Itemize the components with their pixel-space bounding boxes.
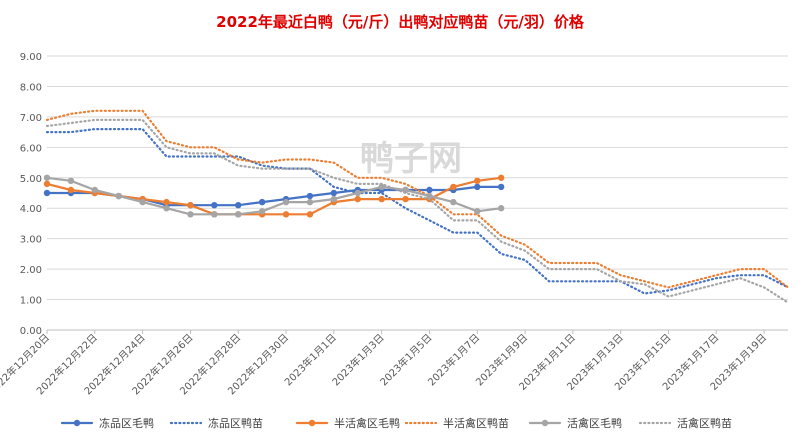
y-tick-label: 3.00 <box>20 235 42 246</box>
legend-label: 冻品区鸭苗 <box>208 416 263 430</box>
series-line-3 <box>45 109 790 289</box>
data-point <box>43 180 51 188</box>
data-point <box>330 195 338 203</box>
legend: 冻品区毛鸭 冻品区鸭苗 半活禽区毛鸭 半活禽区鸭苗 活禽区毛鸭 活禽区鸭苗 <box>60 416 732 430</box>
data-point <box>450 198 457 206</box>
chart-title: 2022年最近白鸭（元/斤）出鸭对应鸭苗（元/羽）价格 <box>216 13 585 31</box>
legend-label: 半活禽区毛鸭 <box>334 416 400 430</box>
data-point <box>163 205 170 212</box>
data-point <box>282 211 290 218</box>
series-layer <box>43 109 790 304</box>
legend-label: 活禽区毛鸭 <box>567 416 622 430</box>
data-point <box>354 189 361 197</box>
data-point <box>497 174 505 181</box>
data-point <box>163 198 170 206</box>
data-point <box>378 195 385 203</box>
y-tick-label: 9.00 <box>20 52 42 63</box>
legend-label: 活禽区鸭苗 <box>677 416 732 430</box>
data-point <box>43 174 51 181</box>
data-point <box>497 205 505 212</box>
data-point <box>426 186 433 194</box>
legend-marker <box>73 419 81 427</box>
data-point <box>115 192 122 200</box>
data-point <box>282 198 290 206</box>
series-line-1 <box>45 128 790 295</box>
series-line-5 <box>45 118 790 304</box>
data-point <box>474 183 481 191</box>
data-point <box>187 201 194 209</box>
legend-label: 半活禽区鸭苗 <box>443 416 509 430</box>
data-point <box>211 201 218 209</box>
x-axis: 2022年12月20日2022年12月22日2022年12月24日2022年12… <box>0 329 788 397</box>
series-line-4 <box>45 176 503 216</box>
data-point <box>402 195 409 203</box>
y-tick-label: 6.00 <box>20 143 42 154</box>
legend-label: 冻品区毛鸭 <box>99 416 154 430</box>
data-point <box>378 183 385 191</box>
data-point <box>306 211 314 218</box>
y-tick-label: 7.00 <box>20 113 42 124</box>
y-tick-label: 1.00 <box>20 296 42 307</box>
data-point <box>354 195 361 203</box>
data-point <box>235 201 242 209</box>
watermark-logo: 鸭子网 <box>360 139 462 179</box>
y-tick-label: 8.00 <box>20 82 42 93</box>
y-tick-label: 4.00 <box>20 204 42 215</box>
data-point <box>497 183 505 191</box>
y-tick-label: 2.00 <box>20 265 42 276</box>
data-point <box>474 208 481 215</box>
data-point <box>67 177 75 185</box>
data-point <box>426 192 433 200</box>
data-point <box>258 198 266 206</box>
y-axis: 0.00 1.00 2.00 3.00 4.00 5.00 6.00 7.00 8.00 9.00 <box>20 52 42 337</box>
data-point <box>211 211 218 218</box>
data-point <box>258 208 266 215</box>
data-point <box>91 186 99 194</box>
gridlines <box>47 55 788 331</box>
y-tick-label: 0.00 <box>20 326 42 337</box>
data-point <box>187 211 194 218</box>
data-point <box>450 183 457 191</box>
data-point <box>330 189 338 197</box>
data-point <box>43 189 51 197</box>
data-point <box>67 186 75 194</box>
data-point <box>306 192 314 200</box>
data-point <box>306 198 314 206</box>
data-point <box>235 211 242 218</box>
data-point <box>139 198 146 206</box>
legend-marker <box>541 419 549 427</box>
legend-marker <box>308 419 316 427</box>
y-tick-label: 5.00 <box>20 174 42 185</box>
data-point <box>474 177 481 185</box>
